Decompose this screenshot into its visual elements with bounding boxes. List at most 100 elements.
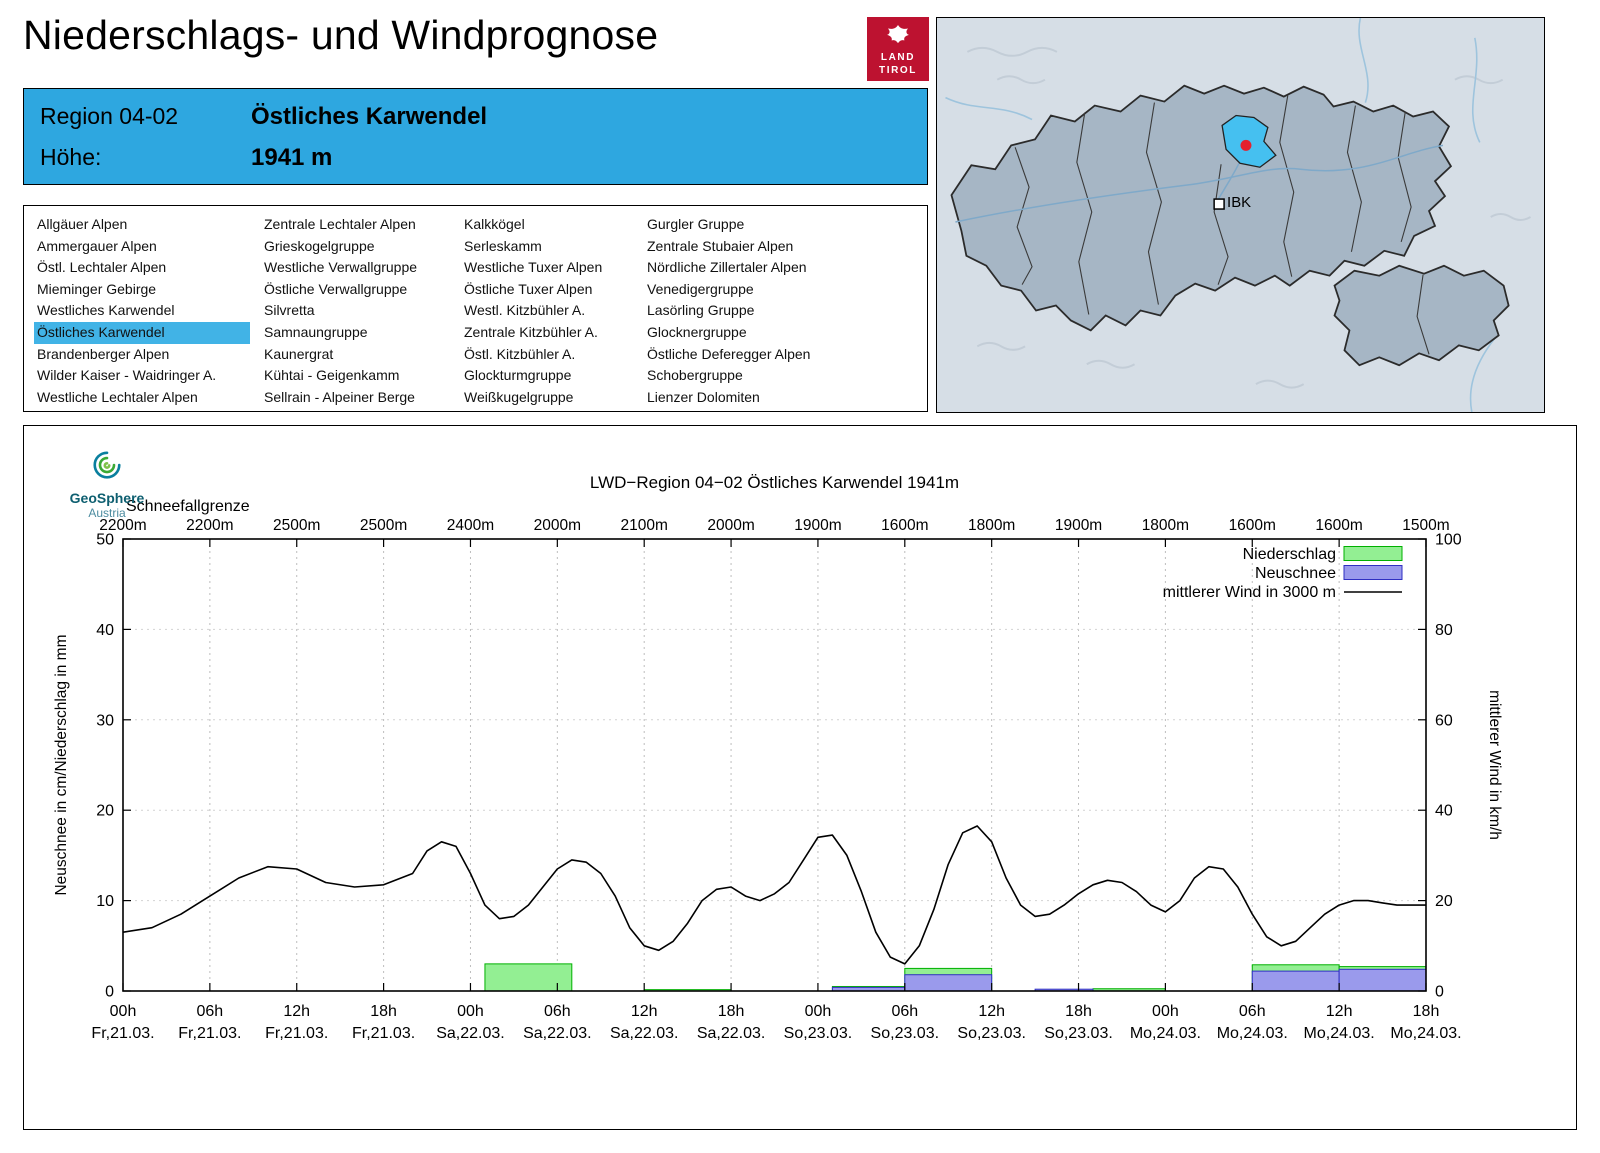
x-tick-time-label: 12h	[631, 1003, 658, 1020]
region-list-item[interactable]: Wilder Kaiser - Waidringer A.	[37, 367, 217, 384]
forecast-chart-svg: 00h Fr,21.03. 06h Fr,21.03. 12h Fr,21.03. 18h F…	[53, 473, 1503, 1042]
region-list-item[interactable]: Westliches Karwendel	[37, 302, 175, 319]
region-list-item[interactable]: Östliche Verwallgruppe	[264, 280, 408, 297]
region-list-item-selected[interactable]: Östliches Karwendel	[34, 321, 250, 344]
region-header-box: Region 04-02 Östliches Karwendel Höhe: 1…	[23, 88, 928, 185]
region-list-item[interactable]: Westl. Kitzbühler A.	[464, 302, 586, 319]
x-tick-time-label: 06h	[1239, 1003, 1266, 1020]
region-list-item[interactable]: Kalkkögel	[464, 216, 525, 232]
station-dot	[1240, 139, 1252, 151]
legend-label: Neuschnee	[1255, 565, 1336, 582]
region-list-item[interactable]: Zentrale Kitzbühler A.	[464, 323, 598, 340]
precipitation-bar	[484, 963, 573, 992]
x-tick-date-label: So,23.03.	[871, 1025, 940, 1042]
region-list-item[interactable]: Lasörling Gruppe	[647, 302, 755, 319]
y-tick-label-left: 10	[96, 893, 114, 910]
x-tick-date-label: Mo,24.03.	[1304, 1025, 1375, 1042]
x-tick-time-label: 00h	[457, 1003, 484, 1020]
tirol-eagle-icon	[884, 23, 912, 50]
region-list-item[interactable]: Glocknergruppe	[647, 323, 747, 340]
wind-line	[122, 825, 1426, 965]
x-tick-time-label: 18h	[370, 1003, 397, 1020]
x-tick-time-label: 00h	[1152, 1003, 1179, 1020]
district-borders	[1014, 95, 1430, 355]
x-tick-time-label: 06h	[544, 1003, 571, 1020]
region-list-item[interactable]: Weißkugelgruppe	[464, 388, 574, 405]
region-list-item[interactable]: Kaunergrat	[264, 345, 334, 362]
region-list-item[interactable]: Mieminger Gebirge	[37, 280, 157, 297]
snowline-value: 1900m	[794, 517, 841, 534]
x-tick-date-label: Fr,21.03.	[265, 1025, 328, 1042]
region-list-item[interactable]: Sellrain - Alpeiner Berge	[264, 388, 415, 405]
region-list-item[interactable]: Serleskamm	[464, 237, 542, 254]
region-list-item[interactable]: Lienzer Dolomiten	[647, 388, 760, 405]
x-tick-date-label: Sa,22.03.	[523, 1025, 592, 1042]
region-list-item[interactable]: Allgäuer Alpen	[37, 216, 128, 232]
y-tick-label-left: 0	[105, 984, 114, 1001]
region-label: Region 04-02	[40, 103, 179, 129]
region-list-item[interactable]: Brandenberger Alpen	[37, 345, 170, 362]
x-tick-date-label: So,23.03.	[1044, 1025, 1113, 1042]
x-tick-time-label: 12h	[283, 1003, 310, 1020]
region-list-item[interactable]: Silvretta	[264, 302, 315, 319]
region-list-item[interactable]: Gurgler Gruppe	[647, 216, 745, 232]
x-tick-date-label: Mo,24.03.	[1130, 1025, 1201, 1042]
land-tirol-text-line1: LAND	[880, 52, 916, 63]
region-list-item[interactable]: Venedigergruppe	[647, 280, 754, 297]
region-list-item[interactable]: Ammergauer Alpen	[37, 237, 157, 254]
x-tick-date-label: Mo,24.03.	[1390, 1025, 1461, 1042]
snowline-value: 1900m	[1055, 517, 1102, 534]
snowline-value: 2100m	[620, 517, 667, 534]
new-snow-bar	[1251, 970, 1340, 992]
x-tick-time-label: 06h	[197, 1003, 224, 1020]
region-list-item[interactable]: Westliche Verwallgruppe	[264, 259, 418, 276]
region-list-item[interactable]: Grieskogelgruppe	[264, 237, 375, 254]
x-tick-time-label: 12h	[1326, 1003, 1353, 1020]
tirol-overview-map[interactable]: IBK	[936, 17, 1545, 413]
region-list-column: Zentrale Lechtaler Alpen Grieskogelgruppe…	[261, 214, 417, 408]
y-tick-label-right: 100	[1435, 532, 1462, 549]
land-tirol-text-line2: TIROL	[879, 65, 917, 76]
region-list-column: Gurgler Gruppe Zentrale Stubaier Alpen Nör…	[644, 214, 810, 408]
region-list-item[interactable]: Westliche Lechtaler Alpen	[37, 388, 198, 405]
region-list-item[interactable]: Zentrale Lechtaler Alpen	[264, 216, 416, 232]
y-tick-label-left: 30	[96, 712, 114, 729]
region-list-item[interactable]: Schobergruppe	[647, 367, 743, 384]
x-tick-date-label: Sa,22.03.	[610, 1025, 679, 1042]
x-tick-time-label: 00h	[110, 1003, 137, 1020]
region-list-column: Kalkkögel Serleskamm Westliche Tuxer Alpen…	[461, 214, 602, 408]
region-list-item[interactable]: Zentrale Stubaier Alpen	[647, 237, 794, 254]
chart-title: LWD−Region 04−02 Östliches Karwendel 194…	[590, 473, 959, 492]
y-tick-label-left: 50	[96, 532, 114, 549]
new-snow-bar	[904, 974, 993, 992]
snowline-value: 2200m	[186, 517, 233, 534]
legend-swatch	[1343, 565, 1403, 580]
region-list-item[interactable]: Östl. Kitzbühler A.	[464, 345, 576, 362]
region-list-item[interactable]: Kühtai - Geigenkamm	[264, 367, 400, 384]
snowline-value: 2500m	[273, 517, 320, 534]
snowline-value: 1600m	[881, 517, 928, 534]
x-tick-time-label: 12h	[978, 1003, 1005, 1020]
region-list-item[interactable]: Glockturmgruppe	[464, 367, 572, 384]
snowline-value: 2400m	[447, 517, 494, 534]
page-title: Niederschlags- und Windprognose	[23, 12, 659, 58]
map-city-label: IBK	[1227, 194, 1251, 211]
region-list-item[interactable]: Samnaungruppe	[264, 323, 368, 340]
snowline-value: 1500m	[1402, 517, 1449, 534]
region-list-item[interactable]: Östl. Lechtaler Alpen	[37, 259, 167, 276]
y-axis-label-right: mittlerer Wind in km/h	[1486, 690, 1503, 840]
snowline-value: 1600m	[1229, 517, 1276, 534]
x-tick-date-label: Mo,24.03.	[1217, 1025, 1288, 1042]
map-region-east-tirol	[1333, 264, 1510, 367]
region-list-column: Allgäuer Alpen Ammergauer Alpen Östl. Lech…	[34, 214, 250, 408]
region-list-item[interactable]: Östliche Tuxer Alpen	[464, 280, 593, 297]
y-tick-label-left: 20	[96, 803, 114, 820]
terrain-decoration	[966, 46, 1532, 389]
city-marker-square	[1213, 198, 1225, 210]
region-list-item[interactable]: Nördliche Zillertaler Alpen	[647, 259, 807, 276]
region-list-item[interactable]: Westliche Tuxer Alpen	[464, 259, 603, 276]
y-tick-label-right: 60	[1435, 712, 1453, 729]
geosphere-country: Austria	[88, 506, 126, 520]
x-tick-time-label: 18h	[1413, 1003, 1440, 1020]
region-list-item[interactable]: Östliche Deferegger Alpen	[647, 345, 811, 362]
